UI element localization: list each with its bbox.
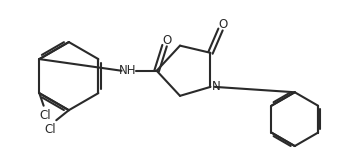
Text: Cl: Cl (40, 109, 51, 122)
Text: Cl: Cl (44, 123, 56, 136)
Text: N: N (212, 80, 221, 93)
Text: O: O (163, 34, 172, 47)
Text: O: O (219, 18, 228, 31)
Text: NH: NH (119, 64, 137, 77)
